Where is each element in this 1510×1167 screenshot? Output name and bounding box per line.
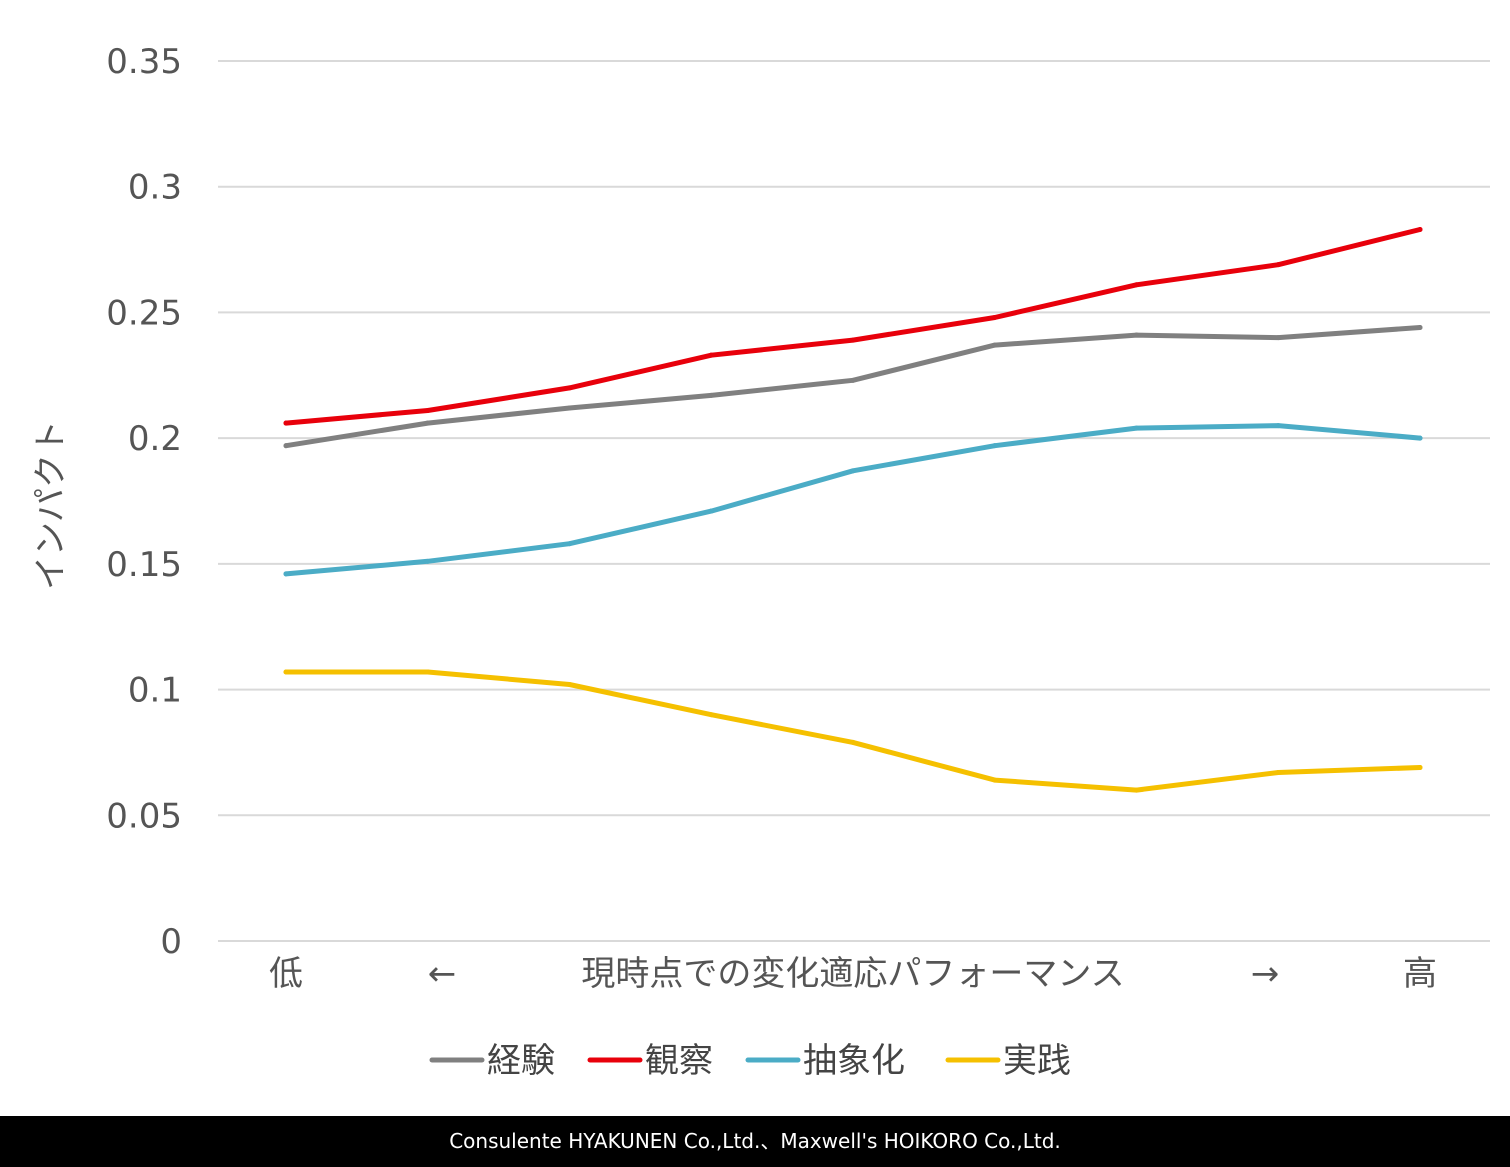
series-line-1 (283, 227, 1423, 426)
series-1-point-8 (1417, 226, 1423, 232)
series-1-point-2 (567, 385, 572, 391)
grid-lines (218, 60, 1490, 942)
series-2-point-7 (1275, 423, 1281, 429)
x-axis-title: 現時点での変化適応パフォーマンス (581, 954, 1124, 994)
series-lines (283, 226, 1423, 793)
series-3-point-4 (850, 739, 856, 745)
x-label-left-arrow: ← (428, 954, 457, 994)
legend-label-1: 観察 (645, 1041, 713, 1081)
y-tick-label-4: 0.2 (128, 419, 182, 459)
series-2-point-8 (1417, 435, 1423, 441)
series-3-point-8 (1417, 765, 1423, 771)
x-label-high: 高 (1403, 954, 1437, 994)
series-0-point-8 (1417, 325, 1423, 331)
series-1-point-7 (1275, 262, 1281, 268)
y-tick-label-6: 0.3 (128, 168, 182, 208)
series-1-point-3 (708, 352, 714, 358)
series-1-point-0 (283, 420, 289, 426)
series-3-point-0 (283, 669, 289, 675)
series-2-point-3 (708, 508, 714, 514)
y-tick-label-7: 0.35 (106, 42, 182, 82)
series-0-point-1 (425, 420, 431, 426)
x-axis-labels: 低 ← 現時点での変化適応パフォーマンス → 高 (269, 954, 1437, 994)
series-3-point-7 (1275, 770, 1281, 776)
series-3-point-6 (1134, 787, 1139, 793)
y-axis-ticks: 0 0.05 0.1 0.15 0.2 0.25 0.3 0.35 (106, 42, 182, 962)
series-1-point-5 (992, 314, 998, 320)
series-1-point-1 (425, 407, 431, 413)
series-0-point-2 (567, 405, 572, 411)
series-3-point-1 (425, 669, 431, 675)
series-line-2 (283, 423, 1423, 577)
y-tick-label-2: 0.1 (128, 671, 182, 711)
series-3-point-5 (992, 777, 998, 783)
y-tick-label-5: 0.25 (106, 293, 182, 333)
y-tick-label-1: 0.05 (106, 796, 182, 836)
y-tick-label-3: 0.15 (106, 545, 182, 585)
legend-label-3: 実践 (1003, 1041, 1071, 1081)
series-2-point-1 (425, 558, 431, 564)
y-axis-title: インパクト (31, 420, 71, 590)
series-1-point-4 (850, 337, 856, 343)
series-0-point-5 (992, 342, 998, 348)
y-tick-label-0: 0 (160, 922, 182, 962)
x-label-low: 低 (269, 954, 303, 994)
series-0-point-4 (850, 377, 856, 383)
series-3-point-3 (708, 712, 714, 718)
series-0-point-6 (1134, 332, 1139, 338)
legend-label-0: 経験 (487, 1041, 555, 1081)
series-0-point-0 (283, 443, 289, 449)
series-0-point-3 (708, 392, 714, 398)
series-2-point-0 (283, 571, 289, 577)
series-0-point-7 (1275, 335, 1281, 341)
x-label-right-arrow: → (1251, 954, 1280, 994)
line-chart: 0 0.05 0.1 0.15 0.2 0.25 0.3 0.35 インパクト 低 ← 現時点… (31, 42, 1490, 1081)
series-1-point-6 (1134, 282, 1139, 288)
series-2-point-4 (850, 468, 856, 474)
series-2-point-2 (567, 541, 572, 547)
series-2-point-5 (992, 443, 998, 449)
footer-credit: Consulente HYAKUNEN Co.,Ltd.、Maxwell's H… (0, 1116, 1510, 1167)
series-2-point-6 (1134, 425, 1139, 431)
legend-label-2: 抽象化 (803, 1041, 905, 1081)
series-3-point-2 (567, 682, 572, 688)
legend: 経験 観察 抽象化 実践 (429, 1041, 1071, 1081)
